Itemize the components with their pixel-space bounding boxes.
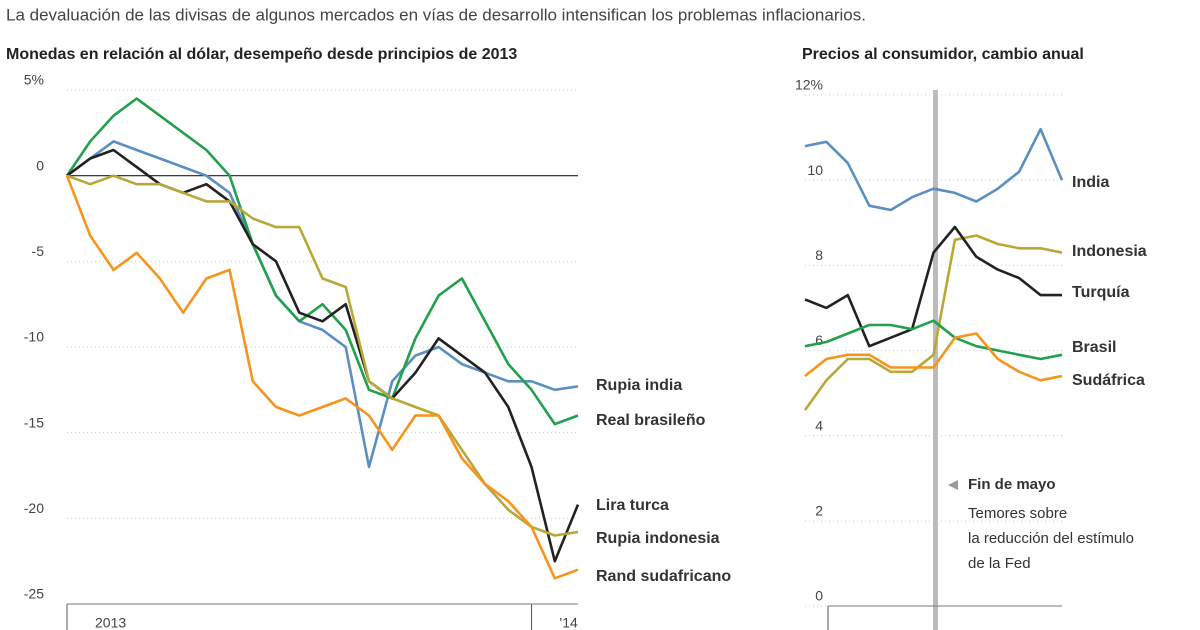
series-line bbox=[804, 332, 1063, 382]
y-tick-label: 4 bbox=[815, 417, 823, 433]
annotation-title: Fin de mayo bbox=[968, 476, 1056, 493]
y-tick-label: -25 bbox=[24, 586, 44, 602]
series-label: Rand sudafricano bbox=[596, 568, 731, 585]
series-label: Sudáfrica bbox=[1072, 372, 1145, 389]
y-tick-label: 10 bbox=[807, 162, 823, 178]
y-tick-label: -20 bbox=[24, 500, 44, 516]
series-line bbox=[804, 225, 1062, 348]
event-band bbox=[933, 90, 938, 630]
series-line bbox=[804, 319, 1063, 361]
annotation-line: la reducción del estímulo bbox=[968, 530, 1134, 547]
header: La devaluación de las divisas de algunos… bbox=[6, 5, 866, 24]
series-label: Rupia india bbox=[596, 377, 682, 394]
y-tick-label: 12% bbox=[795, 77, 823, 93]
series-label: India bbox=[1072, 174, 1109, 191]
series-line bbox=[803, 234, 1063, 411]
y-tick-label: -5 bbox=[32, 243, 45, 259]
y-tick-label: 5% bbox=[24, 72, 44, 88]
annotation-arrow bbox=[948, 480, 958, 490]
series-line bbox=[66, 174, 579, 537]
series-line bbox=[65, 175, 579, 580]
series-line bbox=[66, 140, 579, 469]
series-line bbox=[66, 148, 580, 563]
y-tick-label: 6 bbox=[815, 332, 823, 348]
x-tick-label: '14 bbox=[560, 615, 578, 630]
series-label: Turquía bbox=[1072, 284, 1130, 301]
series-label: Rupia indonesia bbox=[596, 530, 720, 547]
y-tick-label: -10 bbox=[24, 329, 44, 345]
series-label: Lira turca bbox=[596, 497, 669, 514]
series-label: Brasil bbox=[1072, 339, 1116, 356]
series-line bbox=[804, 127, 1064, 212]
y-tick-label: 8 bbox=[815, 247, 823, 263]
annotation-line: de la Fed bbox=[968, 555, 1031, 572]
y-tick-label: -15 bbox=[24, 414, 44, 430]
x-tick-label: 2013 bbox=[95, 615, 126, 630]
y-tick-label: 0 bbox=[36, 157, 44, 173]
y-tick-label: 2 bbox=[815, 503, 823, 519]
chart-title: Precios al consumidor, cambio anual bbox=[802, 46, 1084, 63]
series-label: Real brasileño bbox=[596, 412, 706, 429]
chart-title: Monedas en relación al dólar, desempeño … bbox=[6, 46, 517, 63]
y-tick-label: 0 bbox=[815, 588, 823, 604]
annotation-line: Temores sobre bbox=[968, 505, 1067, 522]
series-label: Indonesia bbox=[1072, 243, 1147, 260]
series-line bbox=[65, 97, 579, 426]
